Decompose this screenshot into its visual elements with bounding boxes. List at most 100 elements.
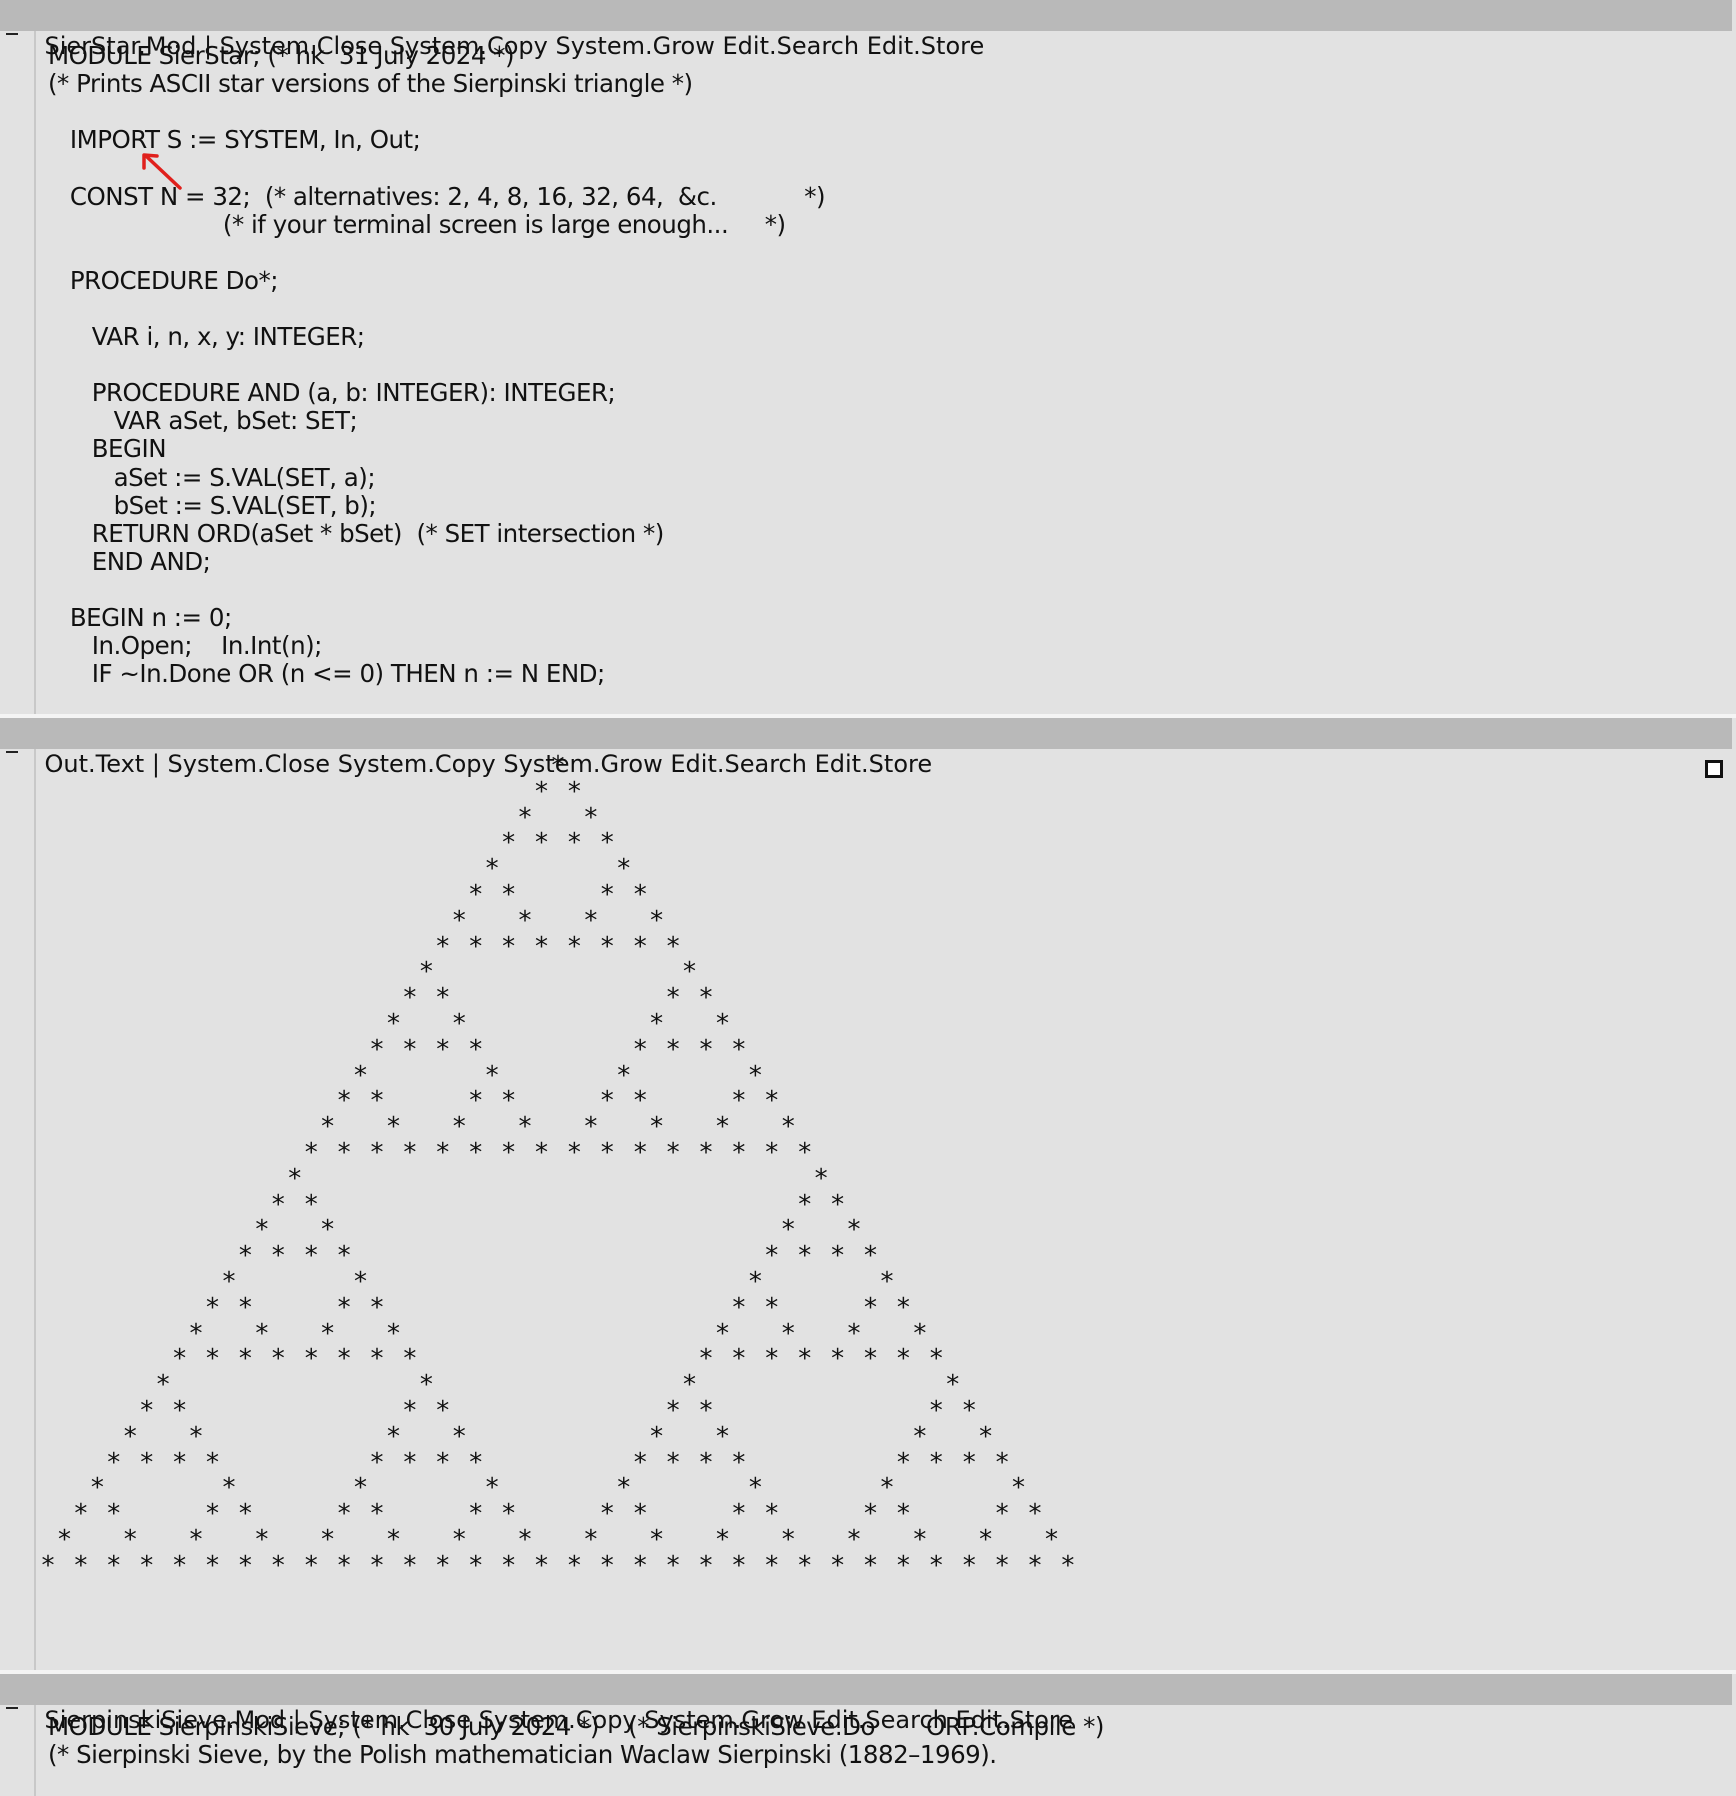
- star-glyph: *: [650, 1009, 664, 1039]
- star-glyph: *: [896, 1499, 910, 1530]
- caret-marker-square[interactable]: [1705, 760, 1723, 778]
- star-glyph: *: [699, 1550, 713, 1581]
- store-command[interactable]: Edit.Store: [866, 32, 985, 60]
- star-glyph: *: [765, 1550, 779, 1581]
- code-line: IMPORT S := SYSTEM, In, Out;: [48, 125, 421, 155]
- star-glyph: *: [255, 1215, 269, 1246]
- star-glyph: *: [370, 1292, 384, 1323]
- star-glyph: *: [403, 1344, 417, 1375]
- star-glyph: *: [781, 1318, 795, 1349]
- star-glyph: *: [304, 1550, 318, 1581]
- star-glyph: *: [502, 828, 516, 859]
- star-glyph: *: [600, 828, 614, 859]
- store-command[interactable]: Edit.Store: [814, 750, 933, 778]
- grow-command[interactable]: System.Grow: [555, 32, 715, 60]
- grow-command[interactable]: System.Grow: [503, 750, 663, 778]
- star-glyph: *: [732, 1086, 746, 1117]
- star-glyph: *: [386, 1525, 400, 1555]
- copy-command[interactable]: System.Copy: [337, 750, 496, 778]
- close-command[interactable]: System.Close: [308, 1706, 471, 1734]
- star-glyph: *: [535, 1138, 548, 1168]
- code-line: PROCEDURE Do*;: [48, 265, 279, 295]
- star-glyph: *: [206, 1292, 219, 1323]
- code-line: aSet := S.VAL(SET, a);: [48, 462, 376, 492]
- viewer-name[interactable]: SierStar.Mod: [44, 32, 197, 60]
- star-glyph: *: [995, 1447, 1009, 1478]
- star-glyph: *: [271, 1189, 285, 1220]
- search-command[interactable]: Edit.Search: [811, 1706, 948, 1734]
- star-glyph: *: [666, 931, 680, 962]
- star-glyph: *: [699, 1138, 713, 1168]
- star-glyph: *: [962, 1396, 976, 1426]
- star-glyph: *: [370, 1034, 384, 1065]
- star-glyph: *: [715, 1009, 729, 1039]
- star-glyph: *: [600, 1138, 614, 1168]
- star-glyph: *: [337, 1241, 351, 1272]
- close-command[interactable]: System.Close: [167, 750, 331, 778]
- star-glyph: *: [765, 1292, 779, 1323]
- viewer-divider: [0, 714, 1736, 720]
- star-glyph: *: [995, 1550, 1009, 1581]
- grow-command[interactable]: System.Grow: [644, 1706, 804, 1734]
- star-glyph: *: [732, 1499, 746, 1530]
- star-glyph: *: [880, 1267, 894, 1297]
- star-glyph: *: [781, 1215, 795, 1246]
- viewer-name[interactable]: Out.Text: [44, 750, 145, 778]
- star-glyph: *: [699, 1447, 713, 1478]
- viewer-name[interactable]: SierpinskiSieve.Mod: [44, 1706, 286, 1734]
- star-glyph: *: [436, 1034, 450, 1065]
- source-text[interactable]: MODULE SierStar; (* hk 31 July 2024 *) (*…: [0, 40, 1736, 714]
- viewer-sierpinskisieve-mod: SierpinskiSieve.Mod | System.Close Syste…: [0, 1674, 1736, 1796]
- star-glyph: *: [765, 1086, 779, 1117]
- star-glyph: *: [403, 1138, 417, 1168]
- star-glyph: *: [617, 854, 631, 885]
- copy-command[interactable]: System.Copy: [478, 1706, 637, 1734]
- source-text[interactable]: MODULE SierpinskiSieve; (* hk 30 July 20…: [0, 1713, 1736, 1796]
- star-glyph: *: [403, 1550, 417, 1581]
- store-command[interactable]: Edit.Store: [955, 1706, 1074, 1734]
- star-glyph: *: [469, 1138, 483, 1168]
- star-glyph: *: [715, 1112, 729, 1143]
- star-glyph: *: [962, 1447, 976, 1478]
- star-glyph: *: [123, 1525, 137, 1555]
- star-glyph: *: [436, 1396, 450, 1426]
- code-line: VAR i, n, x, y: INTEGER;: [48, 322, 365, 351]
- star-glyph: *: [403, 1396, 417, 1426]
- star-glyph: *: [74, 1550, 88, 1581]
- star-glyph: *: [929, 1396, 943, 1426]
- title-bar: SierpinskiSieve.Mod | System.Close Syste…: [0, 1674, 1732, 1734]
- star-glyph: *: [699, 1344, 713, 1375]
- star-glyph: *: [732, 1550, 746, 1581]
- star-glyph: *: [452, 1525, 466, 1555]
- star-glyph: *: [502, 1138, 516, 1168]
- star-glyph: *: [469, 1086, 483, 1117]
- search-command[interactable]: Edit.Search: [722, 32, 860, 60]
- star-glyph: *: [798, 1189, 812, 1220]
- star-glyph: *: [633, 1034, 647, 1065]
- star-glyph: *: [535, 776, 548, 807]
- star-glyph: *: [140, 1447, 154, 1478]
- star-glyph: *: [502, 1550, 516, 1581]
- star-glyph: *: [337, 1550, 351, 1581]
- star-glyph: *: [962, 1550, 976, 1581]
- star-glyph: *: [732, 1034, 746, 1065]
- close-command[interactable]: System.Close: [219, 32, 383, 60]
- star-glyph: *: [502, 1086, 516, 1117]
- star-glyph: *: [436, 1447, 450, 1478]
- star-glyph: *: [173, 1550, 187, 1581]
- star-glyph: *: [304, 1138, 318, 1168]
- star-glyph: *: [173, 1396, 187, 1426]
- star-glyph: *: [847, 1318, 861, 1349]
- star-glyph: *: [469, 880, 483, 910]
- star-glyph: *: [238, 1292, 252, 1323]
- copy-command[interactable]: System.Copy: [389, 32, 548, 60]
- star-glyph: *: [206, 1550, 219, 1581]
- search-command[interactable]: Edit.Search: [670, 750, 807, 778]
- star-glyph: *: [452, 905, 466, 936]
- star-glyph: *: [189, 1421, 203, 1452]
- star-glyph: *: [74, 1499, 88, 1530]
- left-margin-line: [34, 1705, 36, 1796]
- star-glyph: *: [666, 1447, 680, 1478]
- star-glyph: *: [370, 1344, 384, 1375]
- star-glyph: *: [732, 1447, 746, 1478]
